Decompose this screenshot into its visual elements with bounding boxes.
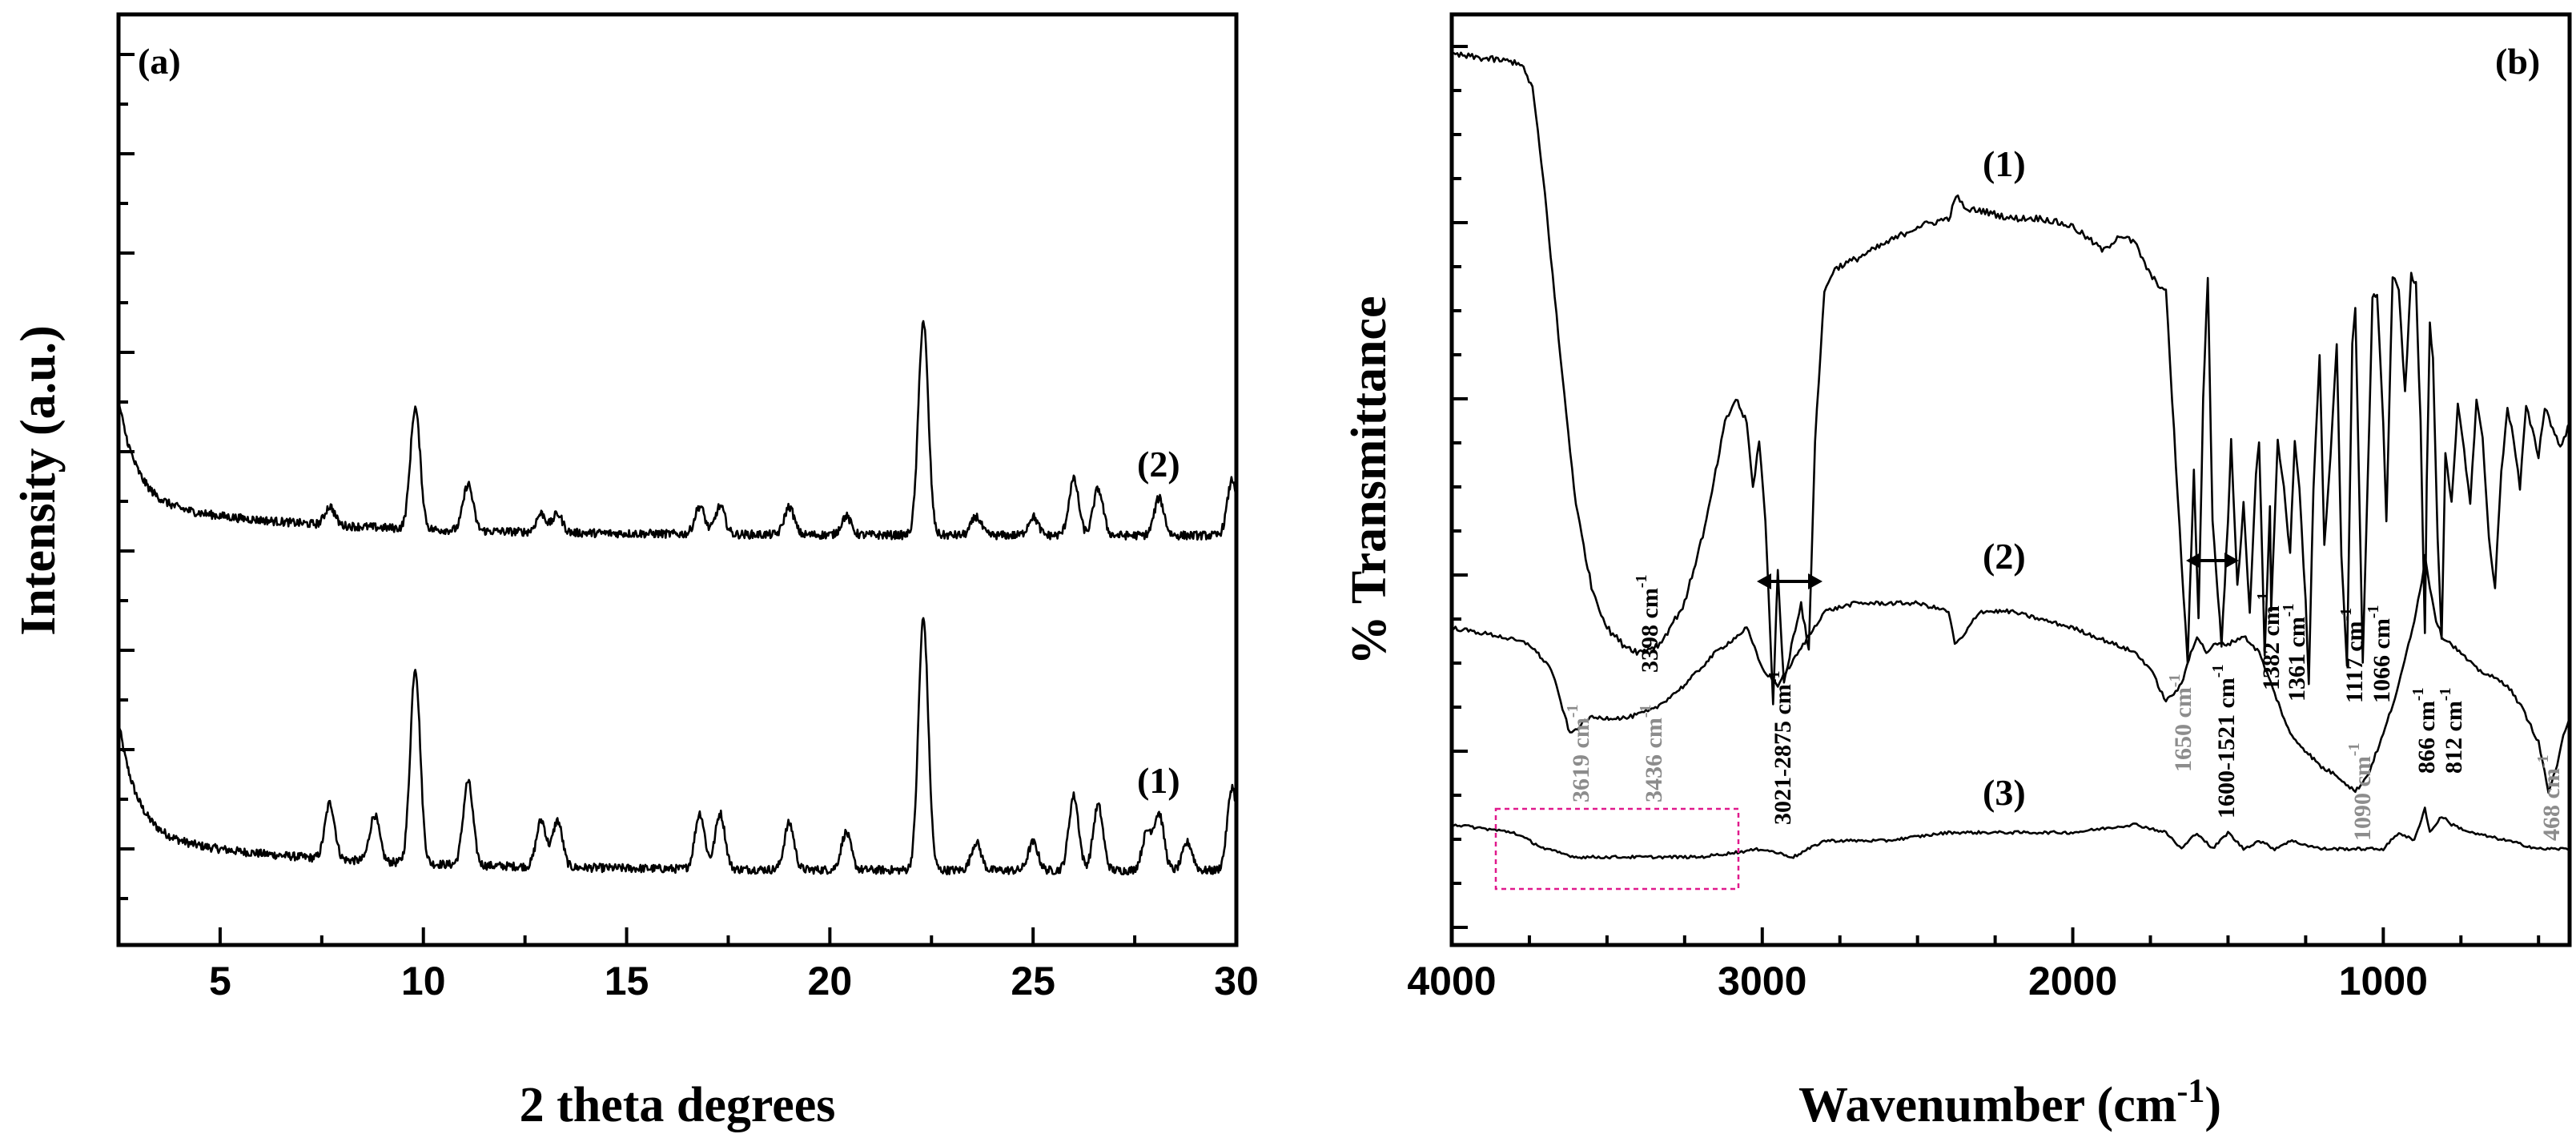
annotation-1090: 1090 cm-1	[2345, 743, 2376, 841]
panel-b-series-2-line	[1451, 553, 2571, 794]
annotation-3398: 3398 cm-1	[1633, 575, 1663, 673]
panel-b-x-tick-label: 1000	[2339, 959, 2428, 1003]
panel-a-series-2-label: (2)	[1137, 444, 1180, 485]
annotation-1361: 1361 cm-1	[2280, 604, 2310, 702]
panel-b-y-axis-label: % Transmittance	[1342, 296, 1397, 666]
panel-a-x-ticks: 5 10 15 20 25 30	[117, 927, 1259, 1003]
annotation-1117: 1117 cm-1	[2337, 608, 2368, 703]
double-arrow-ch	[1757, 573, 1822, 589]
panel-b-y-ticks	[1452, 45, 1468, 929]
panel-a-frame	[116, 12, 1239, 947]
annotation-468: 468 cm-1	[2534, 755, 2565, 841]
panel-a-x-tick-label: 20	[808, 959, 853, 1003]
panel-a-x-tick-label: 5	[209, 959, 231, 1003]
annotation-1600-1521: 1600-1521 cm-1	[2209, 665, 2240, 818]
panel-b-label: (b)	[2495, 41, 2540, 82]
panel-a-x-axis-label: 2 theta degrees	[520, 1078, 836, 1132]
panel-b-x-tick-label: 2000	[2028, 959, 2117, 1003]
panel-a-xrd: 5 10 15 20 25 30 (a) (2) (1) 2 theta degrees …	[11, 12, 1259, 1132]
panel-b-series-1-label: (1)	[1983, 143, 2026, 184]
annotation-1066: 1066 cm-1	[2365, 605, 2395, 703]
panel-b-x-tick-label: 3000	[1718, 959, 1806, 1003]
double-arrow-aromatic	[2186, 553, 2239, 569]
panel-a-y-ticks	[119, 53, 135, 900]
panel-b-x-ticks: 4000 3000 2000 1000	[1407, 927, 2541, 1003]
panel-a-x-tick-label: 15	[605, 959, 649, 1003]
panel-a-x-tick-label: 25	[1011, 959, 1055, 1003]
annotation-812: 812 cm-1	[2437, 688, 2467, 774]
panel-a-series-2-line	[117, 320, 1238, 541]
panel-a-label: (a)	[138, 41, 181, 82]
annotation-3619: 3619 cm-1	[1564, 705, 1594, 802]
highlight-box	[1494, 807, 1740, 891]
annotation-3021-2875: 3021-2875 cm-1	[1766, 671, 1796, 825]
panel-b-x-tick-label: 4000	[1407, 959, 1496, 1003]
panel-b-series-2-label: (2)	[1983, 536, 2026, 577]
panel-a-series-1-label: (1)	[1137, 760, 1180, 801]
panel-a-y-axis-label: Intensity (a.u.)	[11, 325, 66, 636]
panel-b-frame	[1449, 12, 2572, 947]
panel-b-x-axis-label: Wavenumber (cm-1)	[1798, 1073, 2221, 1132]
panel-a-x-tick-label: 10	[401, 959, 446, 1003]
panel-b-ftir: 4000 3000 2000 1000 (b) (1) (2) (3) 3398 cm…	[1342, 12, 2572, 1132]
panel-b-series-3-line	[1451, 806, 2570, 860]
panel-a-x-tick-label: 30	[1214, 959, 1259, 1003]
panel-b-series-3-label: (3)	[1983, 772, 2026, 813]
annotation-3436: 3436 cm-1	[1637, 705, 1667, 802]
panel-a-series-1-line	[117, 617, 1238, 876]
panel-b-series-1-line	[1451, 51, 2571, 706]
annotation-866: 866 cm-1	[2409, 688, 2440, 774]
annotation-1382: 1382 cm-1	[2254, 593, 2285, 690]
annotation-1650: 1650 cm-1	[2166, 674, 2196, 772]
